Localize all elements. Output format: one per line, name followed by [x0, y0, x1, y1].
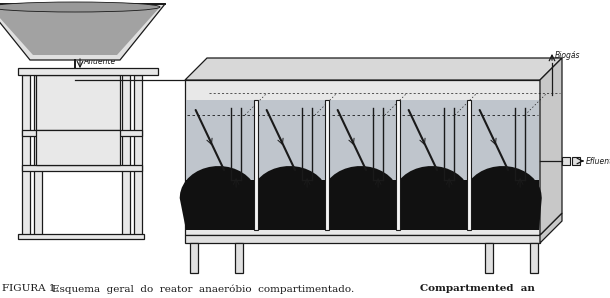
Polygon shape	[0, 7, 160, 55]
Text: Efluente: Efluente	[586, 156, 610, 165]
Bar	[134, 75, 142, 235]
Text: Compartmented  an: Compartmented an	[420, 284, 535, 293]
Bar	[22, 130, 142, 136]
Polygon shape	[180, 166, 258, 230]
Bar	[396, 100, 400, 230]
Polygon shape	[540, 213, 562, 243]
Bar	[36, 130, 120, 165]
Bar	[22, 165, 142, 171]
Ellipse shape	[0, 2, 160, 12]
Text: Afluente: Afluente	[83, 58, 115, 66]
Polygon shape	[321, 166, 400, 230]
Polygon shape	[393, 166, 471, 230]
Bar	[186, 180, 539, 230]
Bar	[572, 157, 580, 165]
Polygon shape	[185, 58, 562, 80]
Polygon shape	[540, 58, 562, 235]
Bar	[325, 100, 329, 230]
Bar	[235, 243, 243, 273]
Bar	[562, 157, 570, 165]
Bar	[186, 100, 539, 185]
Bar	[190, 243, 198, 273]
Bar	[36, 75, 120, 130]
Bar	[18, 68, 158, 75]
Text: FIGURA 1.: FIGURA 1.	[2, 284, 59, 293]
Bar	[122, 75, 130, 235]
Text: Esquema  geral  do  reator  anaeróbio  compartimentado.: Esquema geral do reator anaeróbio compar…	[52, 284, 354, 294]
Bar	[254, 100, 258, 230]
Polygon shape	[251, 166, 329, 230]
Bar	[485, 243, 493, 273]
Polygon shape	[0, 4, 165, 60]
Bar	[22, 75, 30, 235]
Text: Biogás: Biogás	[555, 50, 581, 60]
Bar	[467, 100, 471, 230]
Bar	[34, 75, 42, 235]
Polygon shape	[464, 166, 542, 230]
Bar	[530, 243, 538, 273]
Bar	[185, 235, 540, 243]
Bar	[185, 80, 540, 235]
Bar	[18, 234, 144, 239]
